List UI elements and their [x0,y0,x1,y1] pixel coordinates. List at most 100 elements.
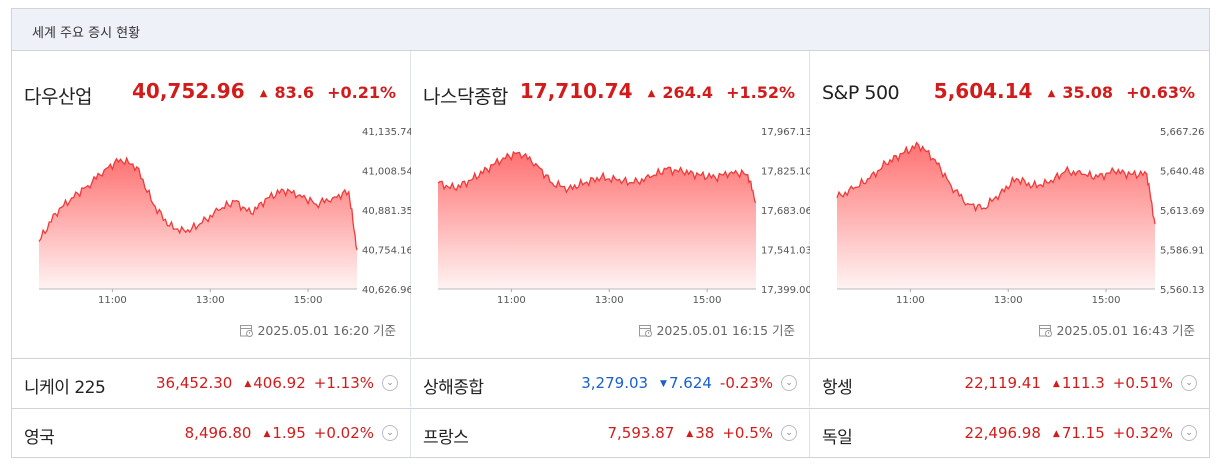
index-value: 8,496.80 [184,424,252,442]
x-tick-label: 11:00 [497,295,526,306]
index-percent: +0.63% [1126,83,1195,102]
y-tick-label: 17,967.13 [761,127,810,138]
index-name[interactable]: 상해종합 [423,378,484,398]
index-name[interactable]: 항셍 [822,378,853,398]
chevron-down-icon[interactable]: ⌄ [1181,425,1197,441]
y-tick-label: 17,825.10 [761,167,810,178]
up-arrow-icon: ▲ [1052,379,1060,389]
y-tick-label: 17,683.06 [761,206,810,217]
index-cell-hangseng[interactable]: 항셍 22,119.41 ▲ 111.3 +0.51% ⌄ [810,359,1209,407]
index-percent: -0.23% [719,374,773,392]
up-arrow-icon: ▲ [244,379,252,389]
index-name[interactable]: 프랑스 [423,428,469,448]
index-change: 35.08 [1062,83,1113,102]
index-chart[interactable]: 41,135.74 41,008.54 40,881.35 40,754.16 40,6… [12,121,413,321]
chevron-down-icon[interactable]: ⌄ [382,425,398,441]
series-line [437,150,757,203]
index-value: 5,604.14 [933,79,1033,103]
up-arrow-icon: ▲ [686,429,694,439]
up-arrow-icon: ▲ [1052,429,1060,439]
chevron-down-icon[interactable]: ⌄ [781,375,797,391]
index-change: 38 [695,424,715,442]
series-line [836,141,1156,225]
index-quote: 36,452.30 ▲ 406.92 +1.13% [156,374,374,392]
chart-svg: 5,667.26 5,640.48 5,613.69 5,586.91 5,560.13… [836,127,1205,306]
chevron-down-icon[interactable]: ⌄ [382,375,398,391]
index-change: 83.6 [274,83,314,102]
chart-svg: 17,967.13 17,825.10 17,683.06 17,541.03 17,3… [437,127,812,306]
index-change: 264.4 [662,83,713,102]
y-tick-label: 41,008.54 [362,167,411,178]
index-change: 111.3 [1061,374,1105,392]
y-tick-label: 40,881.35 [362,206,411,217]
index-name[interactable]: 독일 [822,428,853,448]
index-percent: +0.21% [327,83,396,102]
index-cell-germany[interactable]: 독일 22,496.98 ▲ 71.15 +0.32% ⌄ [810,409,1209,457]
index-value: 36,452.30 [156,374,233,392]
timestamp: 2025.05.01 16:15 기준 [639,320,795,339]
y-tick-label: 5,560.13 [1160,285,1205,296]
index-value: 7,593.87 [607,424,675,442]
index-name[interactable]: 영국 [24,428,55,448]
index-quote: 40,752.96 ▲ 83.6 +0.21% [132,79,396,103]
index-quote: 5,604.14 ▲ 35.08 +0.63% [934,79,1195,103]
index-name[interactable]: S&P 500 [822,82,900,104]
index-percent: +0.02% [313,424,374,442]
series-line [38,156,358,251]
index-name[interactable]: 니케이 225 [24,378,106,398]
calendar-icon [240,325,254,337]
index-value: 3,279.03 [581,374,649,392]
index-quote: 17,710.74 ▲ 264.4 +1.52% [520,79,795,103]
index-value: 22,496.98 [964,424,1041,442]
index-cell-france[interactable]: 프랑스 7,593.87 ▲ 38 +0.5% ⌄ [411,409,810,457]
index-chart[interactable]: 17,967.13 17,825.10 17,683.06 17,541.03 17,3… [411,121,812,321]
index-value: 40,752.96 [132,79,245,103]
index-panel-sp500[interactable]: S&P 500 5,604.14 ▲ 35.08 +0.63% 5,667.26… [810,51,1209,357]
chart-svg: 41,135.74 41,008.54 40,881.35 40,754.16 40,6… [38,127,413,306]
index-change: 406.92 [253,374,306,392]
x-tick-label: 11:00 [98,295,127,306]
x-tick-label: 15:00 [1092,295,1121,306]
index-change: 71.15 [1061,424,1105,442]
index-percent: +0.32% [1112,424,1173,442]
index-change: 7.624 [668,374,712,392]
up-arrow-icon: ▲ [647,88,656,99]
timestamp-text: 2025.05.01 16:15 기준 [656,323,795,338]
index-change: 1.95 [272,424,306,442]
index-cell-uk[interactable]: 영국 8,496.80 ▲ 1.95 +0.02% ⌄ [12,409,411,457]
up-arrow-icon: ▲ [1047,88,1056,99]
series-area [39,158,357,289]
y-tick-label: 40,626.96 [362,285,411,296]
index-quote: 8,496.80 ▲ 1.95 +0.02% [185,424,374,442]
timestamp: 2025.05.01 16:20 기준 [240,320,396,339]
timestamp-text: 2025.05.01 16:20 기준 [257,323,396,338]
chevron-down-icon[interactable]: ⌄ [781,425,797,441]
y-tick-label: 5,613.69 [1160,206,1205,217]
x-tick-label: 13:00 [994,295,1023,306]
index-name[interactable]: 다우산업 [24,86,92,108]
index-name[interactable]: 나스닥종합 [423,86,508,108]
widget-header: 세계 주요 증시 현황 [12,9,1209,51]
calendar-icon [1039,325,1053,337]
index-row: 영국 8,496.80 ▲ 1.95 +0.02% ⌄ 프랑스 7,593.87 ▲ 38… [12,408,1209,458]
timestamp-text: 2025.05.01 16:43 기준 [1056,323,1195,338]
index-cell-shanghai[interactable]: 상해종합 3,279.03 ▼ 7.624 -0.23% ⌄ [411,359,810,407]
y-tick-label: 5,640.48 [1160,167,1205,178]
index-percent: +1.13% [313,374,374,392]
widget-title: 세계 주요 증시 현황 [32,26,141,41]
index-quote: 7,593.87 ▲ 38 +0.5% [608,424,774,442]
series-area [438,152,756,289]
world-stock-market-widget: 세계 주요 증시 현황 다우산업 40,752.96 ▲ 83.6 +0.21%… [11,8,1210,458]
index-chart[interactable]: 5,667.26 5,640.48 5,613.69 5,586.91 5,560.13… [810,121,1209,321]
index-value: 22,119.41 [964,374,1041,392]
index-panel-nasdaq[interactable]: 나스닥종합 17,710.74 ▲ 264.4 +1.52% 17,967.13… [411,51,812,357]
index-panel-dow[interactable]: 다우산업 40,752.96 ▲ 83.6 +0.21% 41,135.74 41… [12,51,413,357]
y-tick-label: 5,586.91 [1160,246,1205,257]
up-arrow-icon: ▲ [259,88,268,99]
index-value: 17,710.74 [519,79,633,103]
index-quote: 22,119.41 ▲ 111.3 +0.51% [965,374,1173,392]
up-arrow-icon: ▲ [263,429,271,439]
chevron-down-icon[interactable]: ⌄ [1181,375,1197,391]
index-cell-nikkei[interactable]: 니케이 225 36,452.30 ▲ 406.92 +1.13% ⌄ [12,359,411,407]
series-area [837,142,1155,289]
